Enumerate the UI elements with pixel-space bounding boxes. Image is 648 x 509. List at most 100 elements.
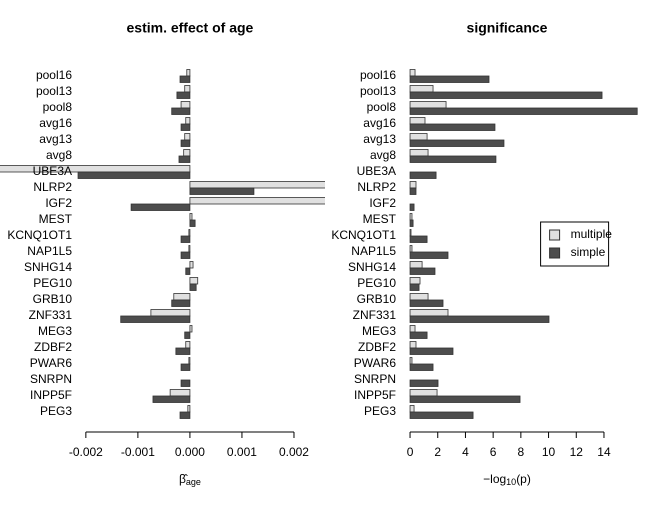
bar xyxy=(409,229,412,237)
category-label: MEG3 xyxy=(38,324,72,338)
bar xyxy=(185,341,191,349)
panel-title: estim. effect of age xyxy=(127,20,254,36)
category-label: pool8 xyxy=(367,100,397,114)
bar xyxy=(169,389,191,397)
bar xyxy=(189,283,197,291)
category-label: avg13 xyxy=(39,132,72,146)
bar xyxy=(409,299,444,307)
bar xyxy=(176,91,191,99)
category-label: pool16 xyxy=(360,68,396,82)
category-label: SNRPN xyxy=(354,372,396,386)
x-tick-label: 4 xyxy=(462,445,469,459)
category-label: MEST xyxy=(39,212,73,226)
bar xyxy=(189,325,193,333)
legend-swatch xyxy=(549,229,561,241)
x-axis-label: −log10(p) xyxy=(483,472,531,487)
x-axis-label-sub: 10 xyxy=(506,477,516,487)
bar xyxy=(409,251,449,259)
x-tick-label: 6 xyxy=(490,445,497,459)
bar xyxy=(188,357,191,365)
bar xyxy=(180,363,191,371)
bar xyxy=(409,213,413,221)
x-tick-label: 0.000 xyxy=(175,445,205,459)
bar xyxy=(185,117,191,125)
bar xyxy=(183,149,191,157)
category-label: pool13 xyxy=(360,84,396,98)
bar xyxy=(409,245,413,253)
category-label: SNHG14 xyxy=(24,260,72,274)
category-label: KCNQ1OT1 xyxy=(331,228,396,242)
bar xyxy=(180,101,191,109)
legend-swatch xyxy=(549,247,561,259)
bar xyxy=(409,395,521,403)
category-label: UBE3A xyxy=(33,164,72,178)
category-label: avg8 xyxy=(370,148,396,162)
bar xyxy=(409,277,421,285)
x-tick-label: -0.001 xyxy=(121,445,155,459)
legend-label: simple xyxy=(571,245,606,259)
category-label: GRB10 xyxy=(33,292,73,306)
category-label: GRB10 xyxy=(357,292,397,306)
category-label: IGF2 xyxy=(45,196,72,210)
bar xyxy=(77,171,191,179)
bar xyxy=(184,133,191,141)
category-label: INPP5F xyxy=(30,388,72,402)
bar xyxy=(409,347,454,355)
bar xyxy=(409,267,436,275)
bar xyxy=(409,75,490,83)
bar xyxy=(409,123,496,131)
bar xyxy=(189,277,199,285)
bar xyxy=(120,315,191,323)
category-label: ZDBF2 xyxy=(358,340,396,354)
bar xyxy=(409,283,420,291)
bar xyxy=(409,379,439,387)
x-axis-label: β̂age xyxy=(179,472,201,487)
bar xyxy=(0,165,191,173)
category-label: ZDBF2 xyxy=(34,340,72,354)
bar xyxy=(409,133,428,141)
bar xyxy=(409,107,638,115)
bar xyxy=(180,123,191,131)
legend-box xyxy=(540,221,610,267)
bar xyxy=(409,171,437,179)
category-label: PEG10 xyxy=(33,276,72,290)
bar xyxy=(409,235,428,243)
x-tick-label: -0.002 xyxy=(69,445,103,459)
bar xyxy=(180,251,191,259)
category-label: ZNF331 xyxy=(29,308,73,322)
bar xyxy=(130,203,191,211)
bar xyxy=(180,139,191,147)
bar xyxy=(409,293,429,301)
bar xyxy=(189,213,193,221)
bar xyxy=(409,91,603,99)
bar xyxy=(409,315,550,323)
bar xyxy=(409,411,474,419)
category-label: pool13 xyxy=(36,84,72,98)
bar xyxy=(409,405,415,413)
x-tick-label: 0.001 xyxy=(227,445,257,459)
bar xyxy=(409,187,417,195)
bar xyxy=(189,219,196,227)
bar xyxy=(409,261,423,269)
bar xyxy=(409,181,417,189)
bar xyxy=(409,357,413,365)
category-label: PWAR6 xyxy=(30,356,73,370)
bar xyxy=(173,293,191,301)
x-tick-label: 0.002 xyxy=(279,445,309,459)
category-label: pool16 xyxy=(36,68,72,82)
plot-area xyxy=(0,69,325,419)
category-label: avg16 xyxy=(363,116,396,130)
bar xyxy=(189,181,325,189)
bar xyxy=(178,155,191,163)
bar xyxy=(171,299,191,307)
category-label: NLRP2 xyxy=(357,180,396,194)
category-label: KCNQ1OT1 xyxy=(7,228,72,242)
bar xyxy=(150,309,191,317)
category-label: avg8 xyxy=(46,148,72,162)
bar xyxy=(188,245,191,253)
category-label: SNRPN xyxy=(30,372,72,386)
bar xyxy=(179,75,191,83)
category-label: UBE3A xyxy=(357,164,396,178)
x-tick-label: 12 xyxy=(570,445,584,459)
